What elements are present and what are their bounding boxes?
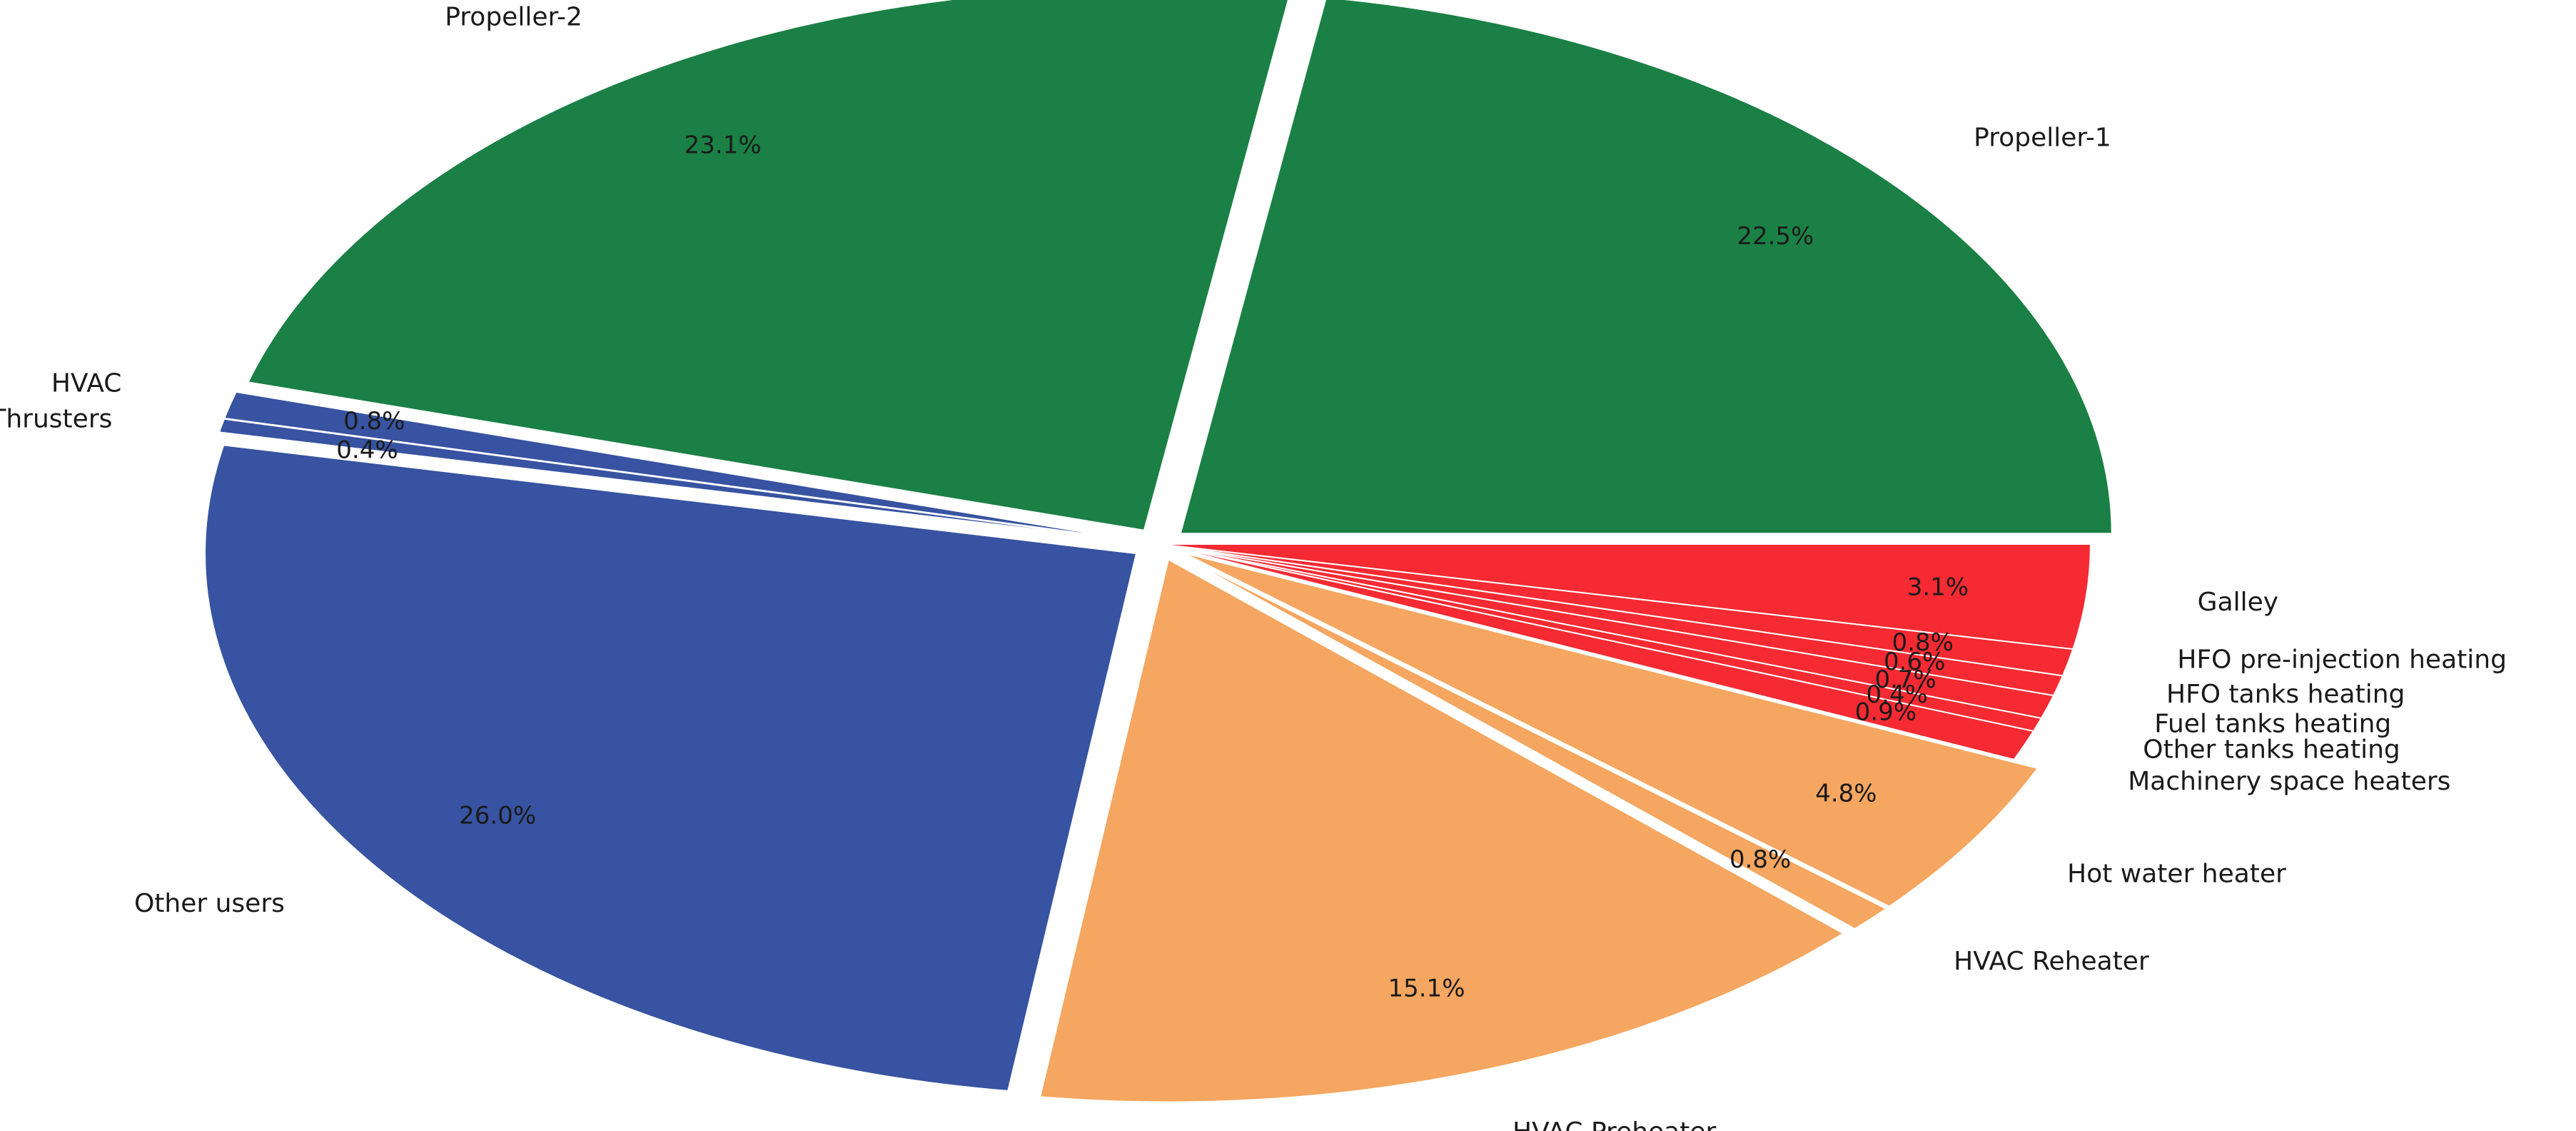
slice-label-hvac: HVAC (51, 369, 122, 398)
percent-labels: 22.5%23.1%0.8%0.4%26.0%15.1%0.8%4.8%0.9%… (336, 131, 1969, 1002)
pie-slice-other-users (204, 444, 1138, 1092)
pct-label-other-tanks-heating: 0.4% (1867, 680, 1928, 709)
slice-label-machinery-space-heaters: Machinery space heaters (2128, 767, 2450, 796)
pct-label-hot-water-heater: 4.8% (1815, 779, 1877, 808)
slice-label-propeller-2: Propeller-2 (445, 3, 582, 32)
pct-label-hvac: 0.8% (343, 407, 405, 436)
slice-label-thrusters: Thrusters (0, 405, 112, 434)
pct-label-galley: 3.1% (1907, 573, 1969, 602)
category-labels: Propeller-1 Propeller-2 HVAC Thrusters Other… (0, 3, 2507, 1131)
pie-slice-hot-water-heater (1182, 552, 2039, 908)
slice-label-hvac-reheater: HVAC Reheater (1954, 947, 2149, 976)
pct-label-hfo-pre-injection-heating: 0.8% (1892, 628, 1954, 657)
pie-slice-galley (1158, 543, 2092, 650)
pct-label-hvac-preheater: 15.1% (1388, 975, 1465, 1003)
pct-label-fuel-tanks-heating: 0.7% (1874, 665, 1936, 694)
slice-label-fuel-tanks-heating: Fuel tanks heating (2154, 709, 2391, 738)
slice-label-hfo-pre-injection-heating: HFO pre-injection heating (2177, 645, 2507, 675)
pct-label-machinery-space-heaters: 0.9% (1855, 698, 1916, 726)
pct-label-propeller-1: 22.5% (1737, 222, 1814, 251)
pie-slice-propeller-2 (246, 0, 1289, 531)
slice-label-hvac-preheater: HVAC Preheater (1512, 1117, 1716, 1131)
pct-label-hvac-reheater: 0.8% (1729, 845, 1791, 874)
slice-label-other-tanks-heating: Other tanks heating (2143, 735, 2400, 764)
pct-label-thrusters: 0.4% (336, 436, 398, 464)
pie-slice-hvac-reheater (1179, 554, 1888, 930)
pie-slice-propeller-1 (1179, 0, 2113, 535)
pct-label-other-users: 26.0% (459, 801, 536, 830)
slice-label-propeller-1: Propeller-1 (1974, 123, 2111, 152)
pie-slice-hvac-preheater (1039, 558, 1845, 1103)
slice-label-other-users: Other users (134, 889, 285, 918)
pct-label-hfo-tanks-heating: 0.6% (1884, 648, 1945, 676)
slice-label-galley: Galley (2198, 588, 2278, 617)
pie-slice-thrusters (218, 418, 1132, 542)
slice-label-hfo-tanks-heating: HFO tanks heating (2166, 680, 2405, 709)
slice-label-hot-water-heater: Hot water heater (2067, 860, 2286, 889)
pct-label-propeller-2: 23.1% (685, 131, 762, 159)
pie-wedges (204, 0, 2113, 1103)
